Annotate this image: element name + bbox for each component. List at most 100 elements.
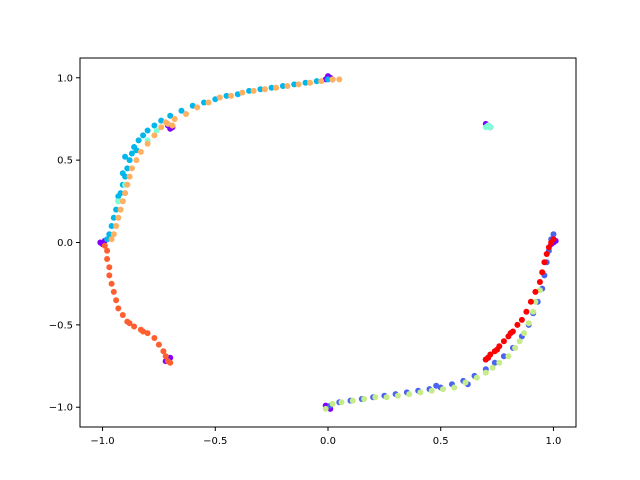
data-point — [117, 206, 124, 213]
data-point — [108, 280, 115, 287]
data-point — [473, 374, 480, 381]
data-point — [113, 206, 120, 213]
data-point — [183, 111, 189, 117]
data-point — [530, 308, 537, 315]
data-point — [246, 87, 253, 94]
data-point — [261, 86, 268, 93]
data-point — [135, 137, 142, 144]
x-tick-label: 1.0 — [546, 436, 562, 447]
data-point — [545, 244, 552, 251]
x-tick-label: −1.0 — [90, 436, 114, 447]
data-point — [113, 297, 120, 304]
data-point — [101, 242, 108, 249]
data-point — [104, 256, 111, 262]
data-point — [144, 127, 151, 134]
data-point — [487, 124, 494, 131]
data-point — [140, 132, 147, 139]
data-point — [250, 87, 257, 94]
y-tick-label: 0.0 — [57, 238, 73, 249]
data-point — [257, 86, 264, 93]
data-point — [273, 84, 280, 91]
y-tick-label: −1.0 — [49, 403, 73, 414]
data-point — [279, 83, 286, 89]
y-tick-label: 1.0 — [57, 73, 73, 84]
data-point — [131, 323, 138, 330]
data-point — [349, 397, 356, 404]
data-point — [313, 78, 320, 85]
x-tick-label: 0.0 — [320, 436, 336, 447]
data-point — [106, 264, 113, 271]
data-point — [119, 170, 126, 177]
data-point — [532, 298, 539, 305]
data-point — [189, 102, 196, 109]
data-point — [291, 81, 298, 88]
data-point — [144, 330, 151, 337]
data-point — [158, 117, 165, 124]
data-point — [126, 173, 133, 180]
x-tick-label: −0.5 — [203, 436, 227, 447]
data-point — [525, 320, 532, 327]
data-point — [162, 119, 169, 126]
data-point — [119, 312, 126, 318]
data-point — [151, 122, 158, 129]
data-point — [500, 338, 507, 345]
data-point — [491, 359, 498, 366]
data-point — [543, 251, 550, 257]
data-point — [536, 287, 543, 294]
data-point — [518, 316, 525, 323]
data-point — [162, 353, 169, 360]
data-point — [516, 338, 523, 345]
y-tick-label: 0.5 — [57, 156, 73, 167]
data-point — [115, 193, 122, 200]
data-point — [115, 198, 122, 205]
data-point — [194, 104, 201, 111]
data-point — [482, 369, 489, 376]
data-point — [223, 92, 230, 99]
data-point — [167, 359, 174, 366]
data-point — [496, 359, 503, 366]
data-point — [119, 198, 126, 205]
data-point — [140, 328, 147, 335]
data-point — [489, 364, 496, 371]
data-point — [523, 308, 530, 315]
data-point — [133, 157, 140, 164]
data-point — [482, 124, 489, 131]
data-point — [169, 122, 176, 129]
data-point — [485, 354, 492, 361]
data-point — [153, 127, 160, 134]
data-point — [322, 405, 329, 412]
data-point — [268, 84, 275, 91]
data-point — [325, 76, 331, 83]
data-point — [104, 236, 111, 243]
points-layer — [97, 73, 559, 412]
data-point — [155, 341, 162, 348]
data-point — [122, 153, 129, 160]
data-point — [318, 78, 325, 85]
data-point — [167, 112, 174, 119]
data-point — [110, 288, 117, 295]
data-point — [329, 400, 336, 407]
data-point — [451, 384, 458, 391]
data-point — [122, 190, 129, 197]
data-point — [133, 147, 140, 154]
data-point — [104, 247, 111, 254]
data-point — [361, 396, 368, 402]
data-point — [295, 81, 302, 88]
data-point — [539, 269, 546, 276]
data-point — [536, 279, 543, 285]
data-point — [126, 320, 133, 327]
data-point — [137, 148, 144, 155]
data-point — [110, 214, 117, 221]
data-point — [417, 389, 424, 396]
data-point — [550, 231, 557, 238]
data-point — [108, 236, 115, 243]
data-point — [178, 107, 185, 114]
data-point — [128, 165, 135, 172]
data-point — [428, 387, 435, 394]
data-point — [108, 223, 115, 229]
data-point — [372, 394, 379, 401]
data-point — [394, 392, 401, 399]
data-point — [329, 76, 336, 83]
